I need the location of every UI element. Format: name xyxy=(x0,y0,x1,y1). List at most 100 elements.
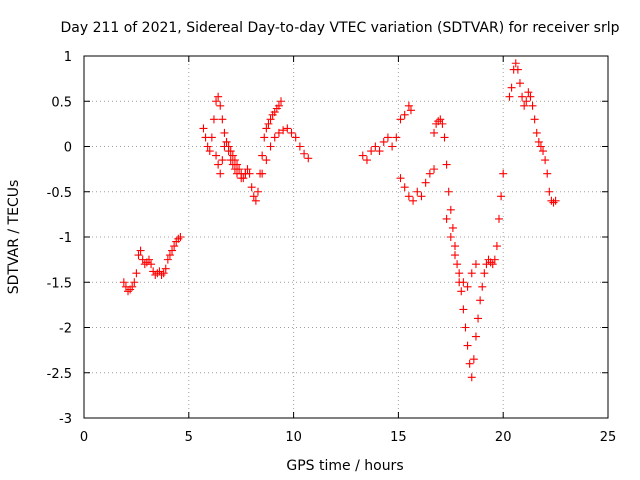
x-tick-label: 20 xyxy=(495,430,512,445)
data-point xyxy=(205,147,214,156)
data-point xyxy=(436,115,445,124)
data-point xyxy=(530,115,539,124)
data-point xyxy=(218,115,227,124)
data-point xyxy=(522,97,531,106)
data-point xyxy=(440,133,449,142)
data-point xyxy=(450,242,459,251)
data-point xyxy=(492,242,501,251)
data-point xyxy=(277,97,286,106)
data-point xyxy=(222,137,231,146)
data-point xyxy=(507,83,516,92)
data-point xyxy=(392,133,401,142)
data-point xyxy=(163,255,172,264)
x-tick-label: 5 xyxy=(185,430,193,445)
data-point xyxy=(209,115,218,124)
data-point xyxy=(511,59,520,68)
data-point xyxy=(287,128,296,137)
grid-lines xyxy=(84,56,608,418)
data-point xyxy=(532,128,541,137)
data-point xyxy=(274,101,283,110)
data-point xyxy=(549,198,558,207)
data-point xyxy=(453,260,462,269)
data-point xyxy=(480,269,489,278)
data-point xyxy=(478,282,487,291)
data-point xyxy=(367,147,376,156)
data-point xyxy=(490,255,499,264)
data-point xyxy=(518,92,527,101)
data-point xyxy=(174,234,183,243)
data-point xyxy=(262,156,271,165)
data-point xyxy=(216,101,225,110)
x-tick-label: 15 xyxy=(390,430,407,445)
plot-frame xyxy=(83,55,609,419)
data-point xyxy=(442,160,451,169)
data-point xyxy=(371,142,380,151)
data-point xyxy=(495,214,504,223)
data-point xyxy=(455,269,464,278)
data-point xyxy=(486,258,495,267)
data-point xyxy=(136,246,145,255)
data-point xyxy=(124,287,133,296)
data-point xyxy=(170,242,179,251)
data-point xyxy=(214,160,223,169)
y-axis-title: SDTVAR / TECUs xyxy=(6,180,22,295)
data-point xyxy=(375,147,384,156)
data-point xyxy=(218,156,227,165)
data-point xyxy=(300,149,309,158)
y-tick-label: -1 xyxy=(59,231,72,246)
data-point xyxy=(161,264,170,273)
data-point xyxy=(258,169,267,178)
data-point xyxy=(304,154,313,163)
data-point xyxy=(132,269,141,278)
data-point xyxy=(471,332,480,341)
data-point xyxy=(497,192,506,201)
data-point xyxy=(216,169,225,178)
data-point xyxy=(438,119,447,128)
data-point xyxy=(534,137,543,146)
data-point xyxy=(230,165,239,174)
data-point xyxy=(207,133,216,142)
data-point xyxy=(291,133,300,142)
data-point xyxy=(233,169,242,178)
data-point xyxy=(421,178,430,187)
data-point xyxy=(430,165,439,174)
data-point xyxy=(400,183,409,192)
data-point xyxy=(446,233,455,241)
data-point xyxy=(155,267,164,276)
data-point xyxy=(266,142,275,151)
y-tick-label: -0.5 xyxy=(47,186,72,201)
data-point xyxy=(147,260,156,269)
data-point xyxy=(409,196,418,205)
data-point xyxy=(450,251,459,260)
data-point xyxy=(526,92,535,101)
data-point xyxy=(467,373,476,382)
y-tick-label: -2 xyxy=(59,322,72,337)
y-tick-label: 0.5 xyxy=(51,95,72,110)
data-point xyxy=(469,355,478,364)
data-point xyxy=(430,128,439,137)
data-point xyxy=(241,169,250,178)
data-point xyxy=(471,260,480,269)
data-point xyxy=(358,151,367,160)
x-axis-title: GPS time / hours xyxy=(286,458,403,474)
data-point xyxy=(274,128,283,137)
y-tick-label: 1 xyxy=(64,50,72,65)
data-point xyxy=(119,278,128,287)
data-point xyxy=(459,305,468,314)
data-point xyxy=(203,142,212,151)
data-point xyxy=(247,183,256,192)
x-tick-label: 10 xyxy=(285,430,302,445)
y-tick-label: -2.5 xyxy=(47,367,72,382)
data-point xyxy=(228,151,237,160)
data-point xyxy=(413,187,422,196)
data-point xyxy=(159,269,168,278)
axis-ticks: 0 5 10 15 20 25 1 0.5 0 -0.5 -1 -1.5 -2 -2.5 -3 xyxy=(47,50,617,445)
data-point xyxy=(524,88,533,97)
data-point xyxy=(457,287,466,296)
data-point xyxy=(262,124,271,133)
data-point xyxy=(463,282,472,291)
data-point xyxy=(283,124,292,133)
data-point xyxy=(264,119,273,128)
chart-title: Day 211 of 2021, Sidereal Day-to-day VTE… xyxy=(60,20,619,36)
data-point xyxy=(461,323,470,332)
